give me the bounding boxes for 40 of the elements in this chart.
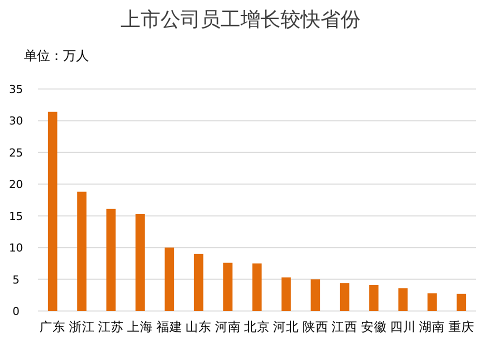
bar [106, 208, 116, 311]
x-tick-label: 湖南 [419, 319, 446, 334]
x-tick-label: 江苏 [98, 319, 124, 334]
x-tick-label: 重庆 [448, 319, 474, 334]
bar [223, 262, 232, 311]
y-tick-label: 15 [9, 210, 23, 223]
y-axis-title: 单位：万人 [24, 49, 89, 64]
y-tick-label: 10 [9, 242, 23, 255]
y-tick-label: 25 [9, 146, 23, 160]
bar [77, 192, 86, 311]
bar [48, 112, 58, 311]
x-tick-label: 江西 [332, 319, 358, 334]
x-tick-label: 福建 [156, 319, 182, 334]
bar [456, 294, 466, 311]
bar [340, 283, 350, 311]
x-tick-label: 上海 [127, 319, 154, 334]
bar [282, 277, 291, 311]
y-tick-label: 35 [9, 83, 23, 96]
x-tick-label: 北京 [244, 319, 270, 334]
bar [252, 263, 262, 311]
bar [369, 284, 378, 311]
y-tick-label: 20 [9, 178, 23, 192]
bar [310, 279, 320, 311]
x-tick-label: 河北 [273, 319, 300, 334]
x-tick-label: 河南 [214, 319, 241, 334]
bar [398, 288, 408, 311]
x-tick-label: 山东 [186, 319, 212, 334]
bar [164, 248, 174, 311]
y-tick-label: 0 [12, 305, 20, 318]
x-tick-label: 浙江 [68, 319, 95, 334]
x-tick-label: 安徽 [360, 319, 387, 334]
x-tick-label: 四川 [390, 319, 416, 334]
chart-title: 上市公司员工增长较快省份 [120, 7, 360, 31]
bar [194, 254, 204, 311]
y-tick-label: 5 [12, 273, 20, 286]
bar [136, 214, 145, 311]
x-tick-label: 广东 [40, 319, 66, 334]
x-tick-label: 陕西 [302, 319, 328, 334]
y-tick-label: 30 [9, 114, 23, 128]
bar [428, 293, 437, 311]
